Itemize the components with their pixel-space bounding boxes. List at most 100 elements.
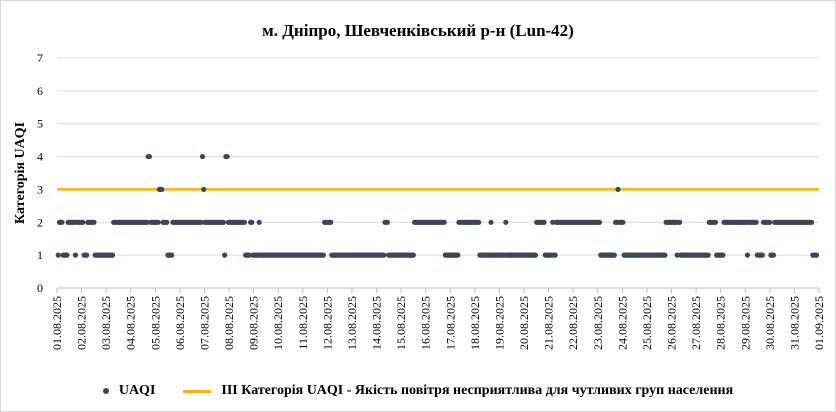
x-tick-label: 09.08.2025 <box>247 296 261 350</box>
uaqi-point <box>328 219 334 225</box>
uaqi-point <box>381 252 387 258</box>
uaqi-point <box>80 219 86 225</box>
uaqi-point <box>64 252 70 258</box>
x-tick-label: 02.08.2025 <box>75 296 89 350</box>
uaqi-point <box>615 186 621 193</box>
x-tick-label: 01.08.2025 <box>50 296 64 350</box>
uaqi-point <box>705 252 711 258</box>
uaqi-point <box>169 252 175 258</box>
uaqi-point <box>55 252 61 258</box>
x-tick-label: 10.08.2025 <box>271 296 285 350</box>
legend-marker-threshold <box>183 389 212 393</box>
uaqi-point <box>809 219 815 225</box>
uaqi-point <box>720 252 726 258</box>
uaqi-point <box>256 219 262 225</box>
uaqi-point <box>159 186 165 193</box>
x-tick-label: 21.08.2025 <box>542 296 556 350</box>
x-tick-label: 27.08.2025 <box>689 296 703 350</box>
legend-label-threshold: ІІІ Категорія UAQI - Якість повітря несп… <box>221 383 734 398</box>
uaqi-point <box>241 219 248 225</box>
uaqi-point <box>146 153 153 160</box>
uaqi-point <box>224 153 230 160</box>
uaqi-point <box>674 252 680 258</box>
x-tick-label: 08.08.2025 <box>222 296 236 350</box>
uaqi-point <box>72 252 79 258</box>
x-tick-label: 20.08.2025 <box>517 296 531 350</box>
x-tick-label: 16.08.2025 <box>419 296 433 350</box>
x-tick-label: 22.08.2025 <box>566 296 580 350</box>
uaqi-point <box>662 252 668 258</box>
legend-item-uaqi: UAQI <box>102 383 156 399</box>
uaqi-point <box>712 219 719 225</box>
x-tick-label: 30.08.2025 <box>763 296 777 350</box>
x-tick-label: 17.08.2025 <box>443 296 457 350</box>
uaqi-point <box>753 219 759 225</box>
uaqi-point <box>552 252 558 258</box>
y-tick-label: 3 <box>37 182 43 196</box>
x-tick-label: 06.08.2025 <box>173 296 187 350</box>
uaqi-point <box>759 252 765 258</box>
uaqi-point <box>767 219 773 225</box>
uaqi-point <box>320 252 326 258</box>
uaqi-point <box>83 252 90 258</box>
uaqi-point <box>503 219 509 225</box>
uaqi-point <box>59 219 65 225</box>
chart-title: м. Дніпро, Шевченківський р-н (Lun-42) <box>262 21 574 40</box>
x-tick-label: 18.08.2025 <box>468 296 482 350</box>
uaqi-point <box>441 219 447 225</box>
uaqi-point <box>384 219 391 225</box>
uaqi-point <box>199 153 206 160</box>
y-tick-label: 7 <box>37 51 43 65</box>
uaqi-point <box>532 252 539 258</box>
legend-label-uaqi: UAQI <box>118 383 156 398</box>
y-tick-label: 2 <box>37 215 43 229</box>
x-tick-label: 19.08.2025 <box>492 296 506 350</box>
uaqi-point <box>620 219 626 225</box>
y-tick-label: 4 <box>37 150 43 164</box>
y-tick-label: 0 <box>37 281 43 295</box>
uaqi-point <box>455 252 461 258</box>
y-axis-title: Категорія UAQI <box>13 122 28 224</box>
uaqi-point <box>611 252 617 258</box>
x-tick-label: 31.08.2025 <box>787 296 801 350</box>
uaqi-point <box>813 252 820 258</box>
uaqi-point <box>198 219 204 225</box>
uaqi-point <box>164 219 170 225</box>
uaqi-point <box>144 219 150 225</box>
x-tick-label: 01.09.2025 <box>812 296 826 350</box>
x-tick-label: 04.08.2025 <box>124 296 138 350</box>
uaqi-point <box>476 219 482 225</box>
y-tick-label: 1 <box>37 248 43 262</box>
uaqi-point <box>220 219 227 225</box>
uaqi-point <box>488 219 494 225</box>
x-tick-label: 12.08.2025 <box>320 296 334 350</box>
uaqi-point <box>744 252 751 258</box>
x-tick-label: 15.08.2025 <box>394 296 408 350</box>
x-tick-label: 24.08.2025 <box>615 296 629 350</box>
x-tick-label: 29.08.2025 <box>738 296 752 350</box>
x-tick-label: 07.08.2025 <box>197 296 211 350</box>
x-tick-label: 05.08.2025 <box>148 296 162 350</box>
x-tick-label: 26.08.2025 <box>665 296 679 350</box>
x-tick-label: 13.08.2025 <box>345 296 359 350</box>
uaqi-point <box>677 219 683 225</box>
x-tick-label: 14.08.2025 <box>370 296 384 350</box>
x-tick-label: 03.08.2025 <box>99 296 113 350</box>
uaqi-point <box>246 252 252 258</box>
x-tick-label: 25.08.2025 <box>640 296 654 350</box>
uaqi-point <box>201 186 207 193</box>
x-tick-label: 28.08.2025 <box>714 296 728 350</box>
legend-item-threshold: ІІІ Категорія UAQI - Якість повітря несп… <box>183 383 733 399</box>
y-tick-label: 6 <box>37 84 43 98</box>
uaqi-point <box>155 219 161 225</box>
y-tick-label: 5 <box>37 117 43 131</box>
uaqi-point <box>770 252 776 258</box>
uaqi-point <box>550 219 556 225</box>
x-tick-label: 23.08.2025 <box>591 296 605 350</box>
uaqi-point <box>249 219 255 225</box>
uaqi-point <box>596 219 603 225</box>
x-tick-label: 11.08.2025 <box>296 296 310 350</box>
uaqi-point <box>222 252 228 258</box>
